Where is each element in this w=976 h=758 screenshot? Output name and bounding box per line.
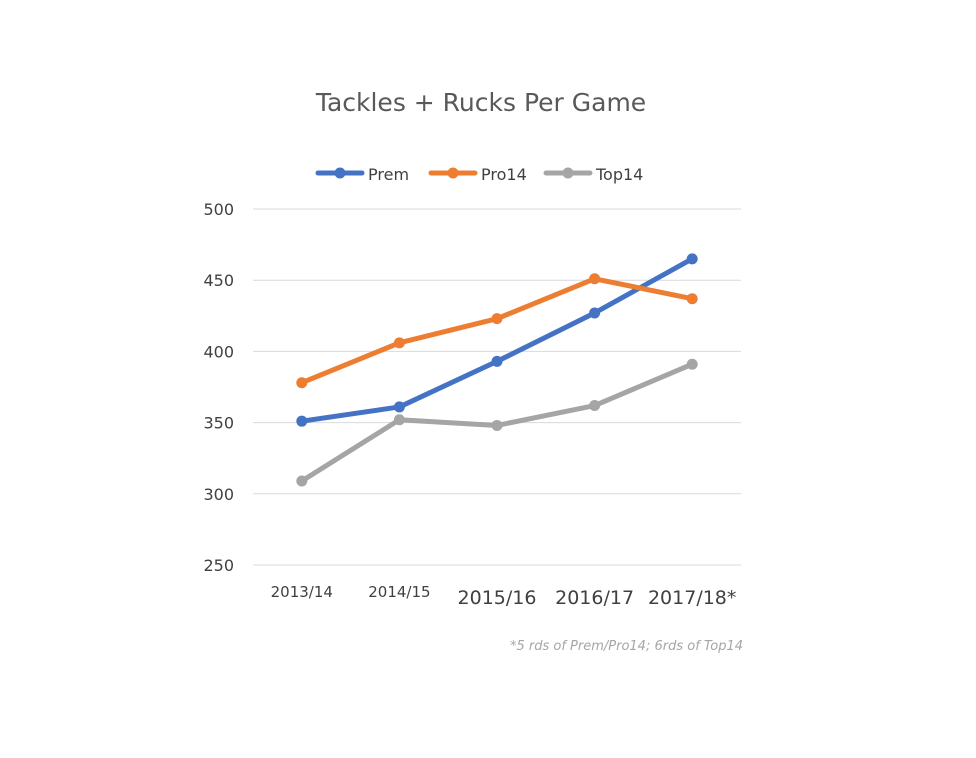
series-points <box>296 253 698 487</box>
chart-footnote: *5 rds of Prem/Pro14; 6rds of Top14 <box>510 639 743 654</box>
data-point-top14 <box>686 358 698 370</box>
data-point-top14 <box>491 419 503 431</box>
x-tick-label: 2014/15 <box>368 583 430 601</box>
data-point-prem <box>589 307 601 319</box>
data-point-pro14 <box>491 313 503 325</box>
data-point-pro14 <box>589 273 601 285</box>
data-point-pro14 <box>296 377 308 389</box>
data-point-top14 <box>296 475 308 487</box>
data-point-pro14 <box>686 293 698 305</box>
data-point-prem <box>393 401 405 413</box>
data-point-prem <box>686 253 698 265</box>
y-tick-label: 300 <box>203 485 234 504</box>
series-line-prem <box>299 256 695 424</box>
x-tick-label: 2016/17 <box>555 587 634 609</box>
legend-marker-pro14 <box>447 167 459 179</box>
x-tick-label: 2017/18* <box>648 587 736 609</box>
data-point-pro14 <box>393 337 405 349</box>
x-tick-label: 2015/16 <box>458 587 537 609</box>
data-point-top14 <box>393 414 405 426</box>
data-point-prem <box>491 355 503 367</box>
y-tick-label: 350 <box>203 414 234 433</box>
y-tick-label: 450 <box>203 271 234 290</box>
y-tick-label: 500 <box>203 200 234 219</box>
data-point-top14 <box>589 400 601 412</box>
y-tick-label: 250 <box>203 556 234 575</box>
series-lines <box>299 256 695 484</box>
legend-marker-top14 <box>562 167 574 179</box>
chart-title: Tackles + Rucks Per Game <box>315 88 646 117</box>
legend-label-pro14: Pro14 <box>481 165 527 184</box>
legend: Prem Pro14 Top14 <box>315 165 643 184</box>
legend-marker-prem <box>334 167 346 179</box>
gridlines <box>253 208 741 566</box>
y-tick-label: 400 <box>203 342 234 361</box>
data-point-prem <box>296 415 308 427</box>
x-tick-label: 2013/14 <box>271 583 333 601</box>
legend-label-top14: Top14 <box>595 165 643 184</box>
legend-label-prem: Prem <box>368 165 409 184</box>
series-line-pro14 <box>299 276 695 386</box>
x-axis-ticks: 2013/14 2014/15 2015/16 2016/17 2017/18* <box>271 583 737 609</box>
y-axis-ticks: 250 300 350 400 450 500 <box>203 200 234 575</box>
